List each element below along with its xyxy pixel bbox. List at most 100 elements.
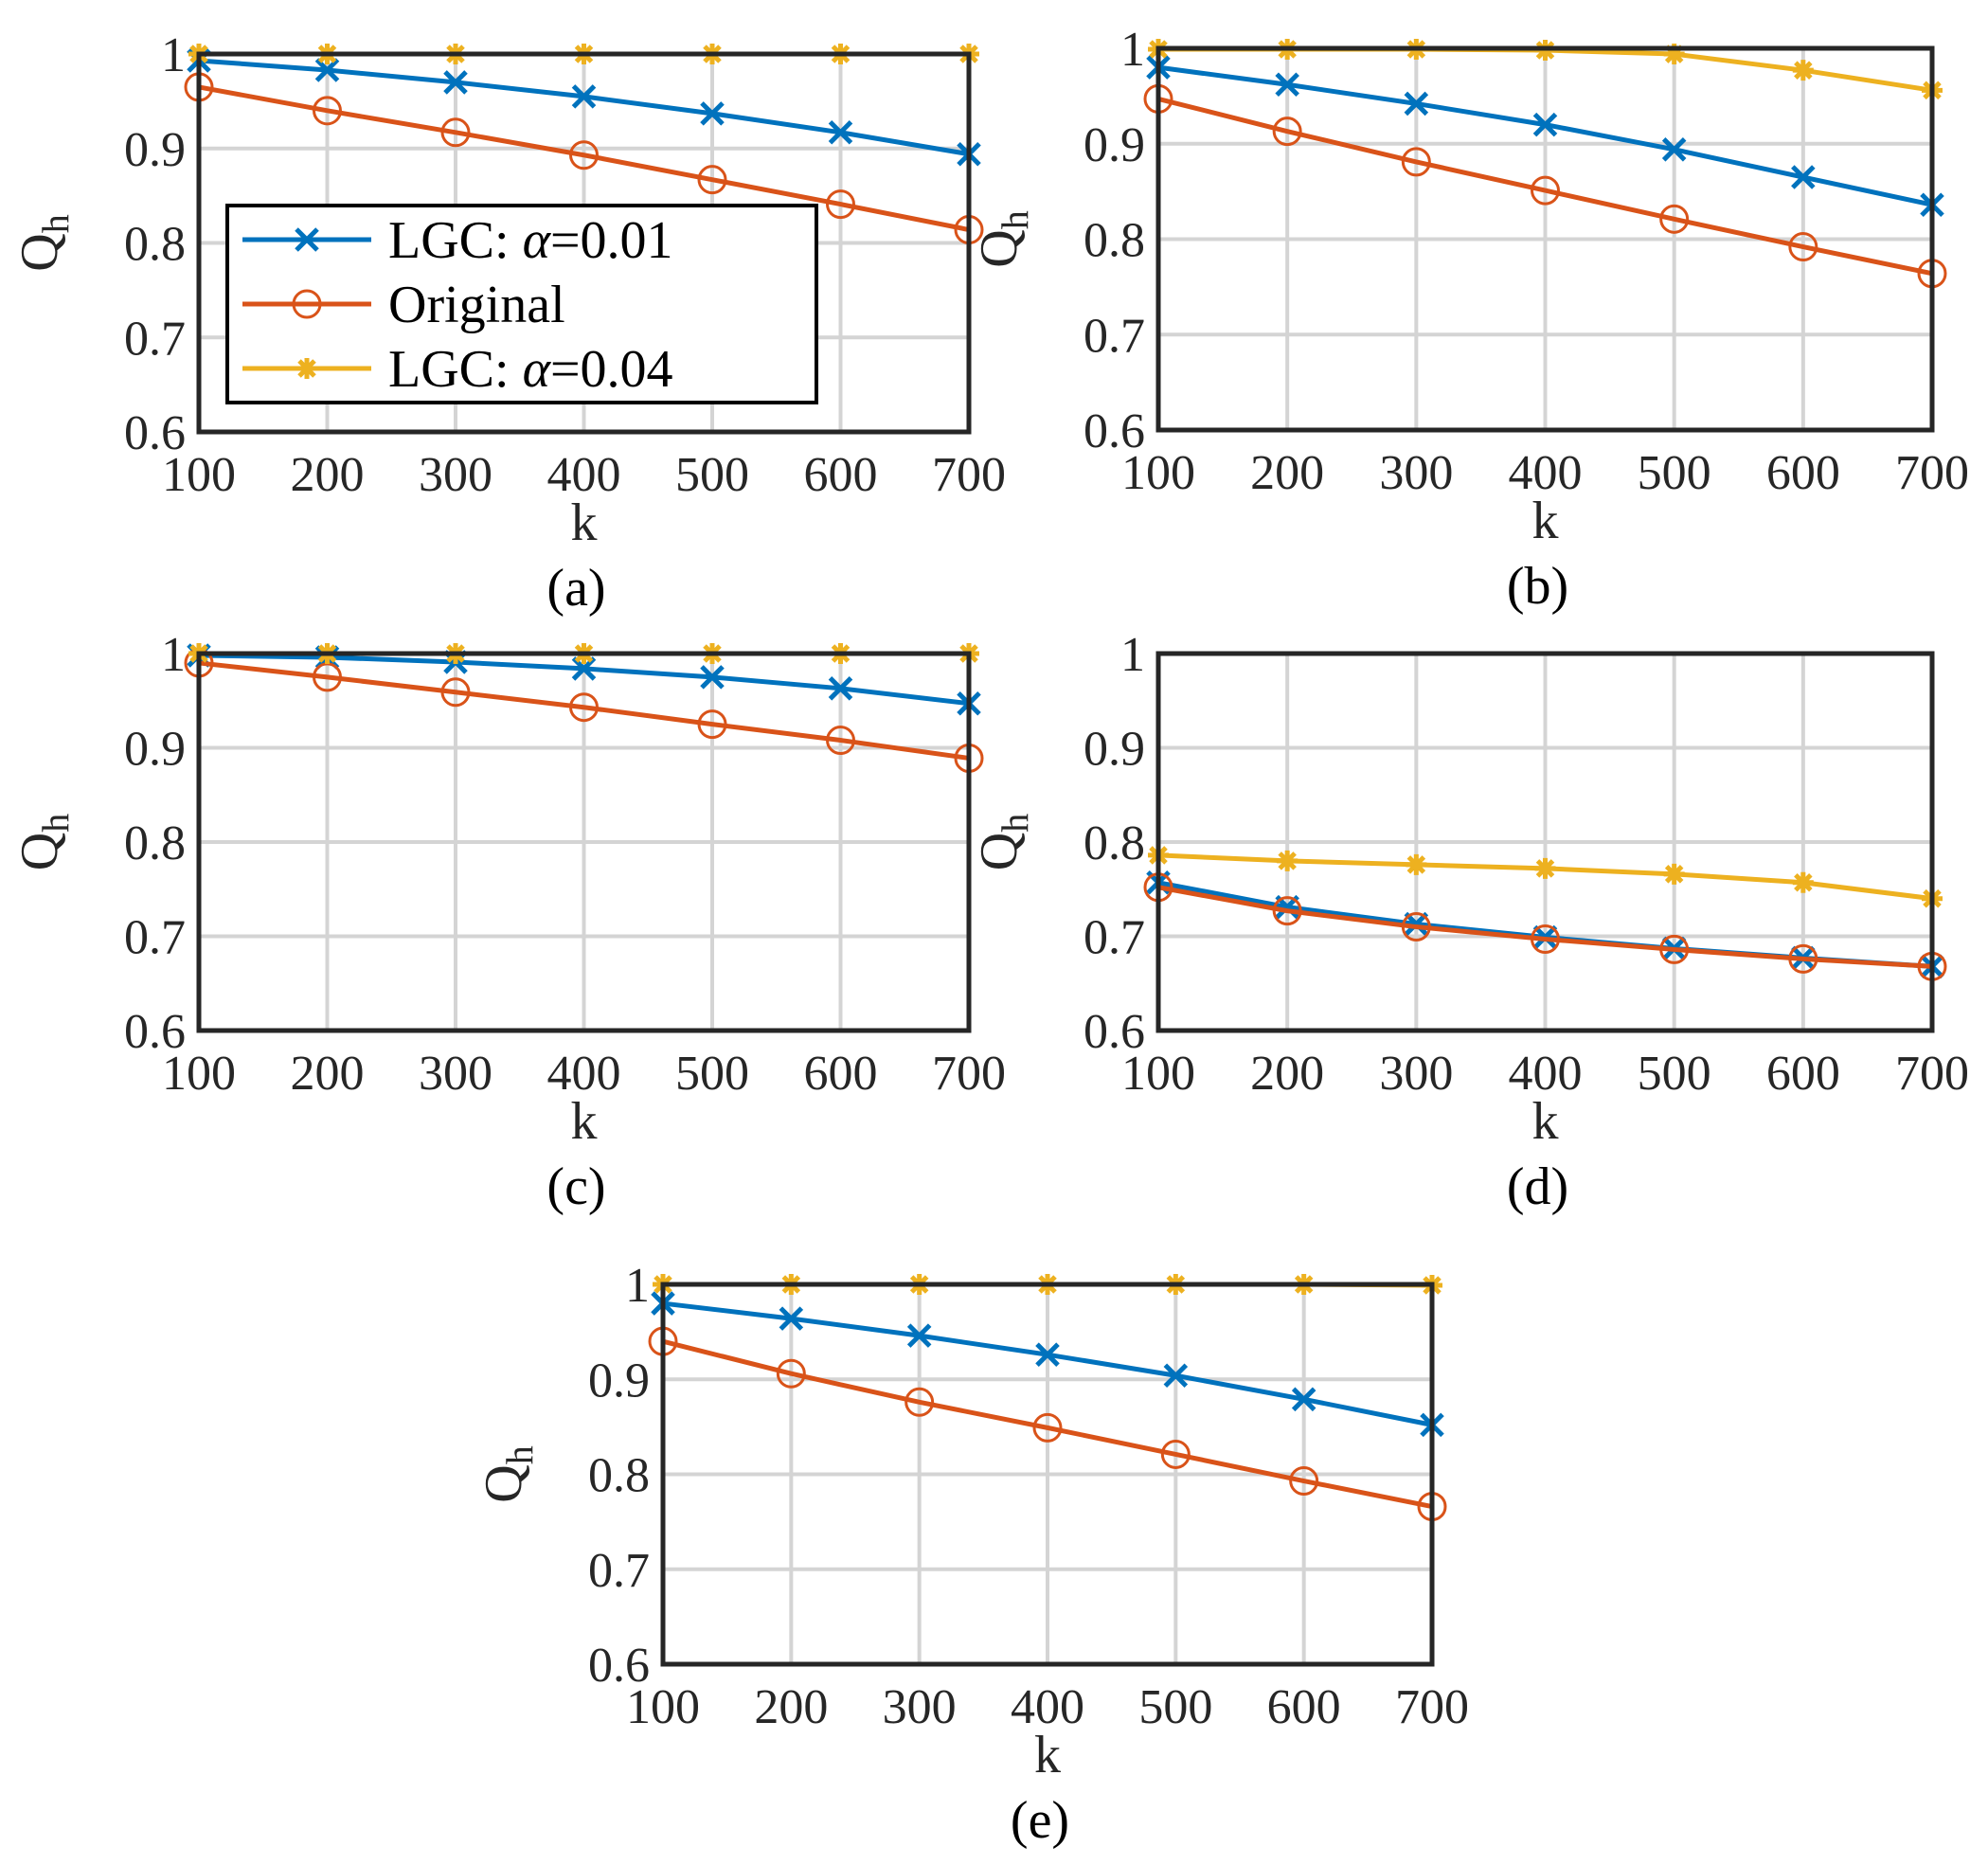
- x-axis-label: k: [1034, 1726, 1061, 1784]
- y-tick-label: 0.6: [124, 406, 186, 460]
- x-tick-label: 300: [1379, 1047, 1453, 1101]
- data-point-lgc004: [1792, 60, 1814, 81]
- x-tick-label: 400: [1011, 1680, 1084, 1734]
- y-tick-label: 0.8: [588, 1449, 650, 1503]
- x-tick-label: 400: [547, 1047, 621, 1101]
- y-axis-label: Qh: [10, 214, 77, 271]
- data-point-lgc001: [700, 665, 725, 690]
- data-point-lgc001: [779, 1306, 804, 1331]
- panel-a: 100 200 300 400 500 600 700 0.6 0.7 0.8 0.9 1 k Qh (a)…: [10, 28, 1006, 618]
- series-line-original: [662, 1338, 1433, 1510]
- data-point-lgc004: [1663, 44, 1685, 65]
- x-tick-label: 200: [1250, 1047, 1324, 1101]
- legend-label-lgc004: LGC: α=0.04: [388, 340, 673, 399]
- x-tick-label: 200: [1250, 446, 1324, 500]
- data-point-original: [1788, 232, 1818, 262]
- panel-b: 100 200 300 400 500 600 700 0.6 0.7 0.8 0.9 1 k Qh (b): [970, 23, 1969, 616]
- x-tick-label: 400: [1509, 446, 1583, 500]
- y-tick-label: 0.9: [588, 1354, 650, 1408]
- legend-marker-lgc004: [296, 358, 317, 379]
- x-tick-label: 600: [1267, 1680, 1341, 1734]
- x-tick-label: 600: [804, 1047, 878, 1101]
- axes-frame: [196, 51, 972, 435]
- data-point-original: [826, 726, 855, 756]
- data-point-original: [440, 677, 471, 708]
- x-tick-label: 300: [419, 1047, 493, 1101]
- legend-marker-lgc001: [295, 227, 319, 252]
- x-tick-label: 400: [547, 448, 621, 502]
- y-tick-label: 0.6: [588, 1639, 650, 1693]
- y-tick-label: 0.9: [1084, 118, 1145, 172]
- x-tick-label: 500: [1638, 446, 1711, 500]
- data-point-lgc001: [443, 70, 468, 95]
- y-tick-label: 0.7: [1084, 309, 1145, 363]
- data-point-lgc001: [1661, 137, 1687, 162]
- panel-caption: (c): [546, 1157, 605, 1216]
- y-tick-label: 1: [625, 1259, 650, 1313]
- y-axis-label: Qh: [475, 1445, 541, 1502]
- data-point-original: [1531, 175, 1560, 206]
- y-tick-label: 0.9: [1084, 723, 1145, 777]
- data-point-lgc004: [1792, 871, 1814, 893]
- legend-label-original: Original: [388, 276, 565, 334]
- data-point-original: [1272, 896, 1302, 926]
- axes-frame: [660, 1282, 1435, 1667]
- x-axis-label: k: [571, 1092, 598, 1151]
- x-tick-label: 200: [754, 1680, 828, 1734]
- x-tick-label: 700: [932, 448, 1006, 502]
- y-tick-label: 1: [161, 28, 186, 82]
- y-tick-label: 0.7: [124, 312, 186, 366]
- x-axis-label: k: [1532, 492, 1559, 550]
- data-point-original: [1272, 117, 1302, 147]
- data-point-original: [440, 117, 471, 148]
- axes-frame: [1155, 651, 1935, 1033]
- x-tick-label: 600: [1766, 1047, 1840, 1101]
- data-point-lgc001: [1163, 1363, 1189, 1389]
- y-tick-label: 0.6: [1084, 1005, 1145, 1059]
- y-tick-label: 0.7: [1084, 911, 1145, 965]
- x-tick-label: 700: [1895, 1047, 1969, 1101]
- data-point-lgc001: [1404, 91, 1429, 117]
- y-tick-label: 1: [1120, 23, 1145, 77]
- data-point-original: [697, 709, 727, 740]
- y-tick-label: 1: [1120, 628, 1145, 682]
- x-axis-label: k: [571, 493, 598, 552]
- panel-e: 100 200 300 400 500 600 700 0.6 0.7 0.8 0.9 1 k Qh (e): [475, 1259, 1469, 1850]
- panel-caption: (e): [1011, 1791, 1069, 1850]
- x-tick-label: 100: [1121, 446, 1195, 500]
- data-point-original: [1401, 147, 1431, 177]
- x-tick-label: 300: [883, 1680, 957, 1734]
- y-tick-label: 0.8: [1084, 816, 1145, 870]
- data-point-original: [904, 1387, 935, 1417]
- data-point-lgc001: [571, 84, 597, 109]
- y-tick-label: 0.8: [124, 218, 186, 272]
- x-tick-label: 100: [1121, 1047, 1195, 1101]
- data-point-lgc001: [314, 58, 340, 82]
- data-point-original: [1401, 912, 1431, 942]
- data-point-lgc001: [906, 1323, 932, 1348]
- panel-d: 100 200 300 400 500 600 700 0.6 0.7 0.8 0.9 1 k Qh (d): [970, 628, 1969, 1216]
- data-point-lgc001: [1291, 1387, 1316, 1412]
- x-tick-label: 500: [1138, 1680, 1212, 1734]
- legend-label-lgc001: LGC: α=0.01: [388, 211, 673, 270]
- x-tick-label: 500: [1638, 1047, 1711, 1101]
- x-tick-label: 100: [162, 1047, 236, 1101]
- data-point-lgc004: [1277, 850, 1298, 871]
- data-point-original: [826, 189, 855, 220]
- series-line-original: [198, 84, 970, 232]
- data-point-original: [569, 140, 599, 170]
- x-axis-label: k: [1532, 1092, 1559, 1151]
- legend-marker-original: [292, 289, 322, 319]
- data-point-original: [697, 165, 727, 195]
- y-axis-label: Qh: [970, 814, 1036, 870]
- x-tick-label: 300: [419, 448, 493, 502]
- series-line-original: [198, 660, 970, 761]
- y-tick-label: 0.9: [124, 123, 186, 177]
- data-point-original: [1289, 1466, 1319, 1497]
- x-tick-label: 600: [804, 448, 878, 502]
- data-point-lgc001: [700, 101, 725, 126]
- y-tick-label: 1: [161, 628, 186, 682]
- x-tick-label: 600: [1766, 446, 1840, 500]
- series-line-original: [1157, 885, 1933, 969]
